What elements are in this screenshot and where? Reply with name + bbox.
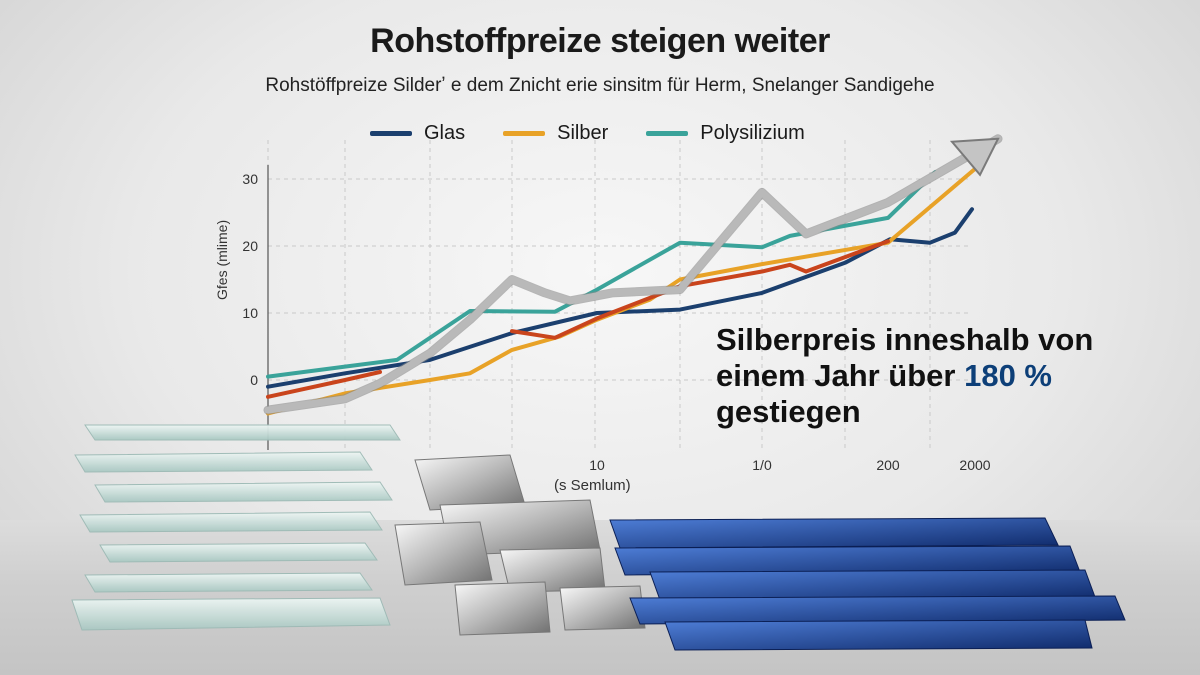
y-tick-label: 10 xyxy=(242,305,258,321)
x-tick-label: 1/0 xyxy=(752,457,772,473)
silver-bars-illustration xyxy=(394,454,646,636)
glass-panes-illustration xyxy=(71,424,401,631)
y-axis-label: Gfes (mlime) xyxy=(214,219,230,300)
legend-item-glas: Glas xyxy=(370,122,465,145)
chart-grid xyxy=(267,140,970,450)
callout-text: einem Jahr über xyxy=(716,358,965,393)
page-subtitle: Rohstöffpreize Silderʼ e dem Znicht erie… xyxy=(265,75,935,96)
trend-arrow-line xyxy=(264,135,1002,414)
x-tick-label: 10 xyxy=(589,457,605,473)
legend-swatch xyxy=(646,130,689,136)
x-tick-label: 2000 xyxy=(959,457,990,473)
callout-line: gestiegen xyxy=(716,394,861,429)
callout-annotation: Silberpreis inneshalb von einem Jahr übe… xyxy=(716,322,1096,430)
x-axis-label: (s Semlum) xyxy=(554,477,631,494)
x-tick-label: 200 xyxy=(876,457,900,473)
legend-swatch xyxy=(503,130,546,136)
chart-series xyxy=(263,134,1003,416)
callout-highlight: 180 % xyxy=(964,358,1052,393)
y-tick-label: 30 xyxy=(242,171,258,187)
chart-ticks: 0 10 20 30 10 1/0 200 2000 xyxy=(242,171,990,473)
legend-label: Glas xyxy=(424,121,466,144)
y-tick-label: 20 xyxy=(242,238,258,254)
legend-item-silber: Silber xyxy=(503,122,608,145)
y-tick-label: 0 xyxy=(250,372,258,388)
series-line-unlabeled xyxy=(266,239,890,399)
callout-line: einem Jahr über 180 % xyxy=(716,358,1096,394)
legend-item-polysilizium: Polysilizium xyxy=(646,121,805,145)
legend-swatch xyxy=(370,130,412,136)
polysilicon-panels-illustration xyxy=(609,517,1126,651)
trend-arrow-head xyxy=(949,137,1000,177)
callout-line: Silberpreis inneshalb von xyxy=(716,322,1094,357)
legend-label: Polysilizium xyxy=(700,121,805,144)
page-title: Rohstoffpreize steigen weiter xyxy=(370,22,830,60)
legend-label: Silber xyxy=(557,121,609,144)
chart-legend: Glas Silber Polysilizium xyxy=(370,120,805,146)
